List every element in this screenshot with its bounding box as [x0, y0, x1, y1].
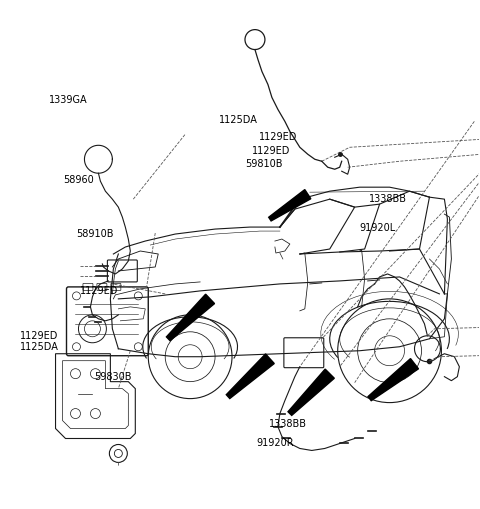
Text: 1125DA: 1125DA: [218, 115, 257, 125]
Polygon shape: [368, 359, 419, 401]
Text: 1125DA: 1125DA: [20, 341, 59, 351]
Text: 1129ED: 1129ED: [259, 132, 298, 142]
Polygon shape: [226, 354, 274, 399]
Text: 58910B: 58910B: [76, 228, 114, 238]
Text: 1129ED: 1129ED: [252, 146, 290, 155]
Text: 1339GA: 1339GA: [48, 95, 87, 105]
Text: 1129ED: 1129ED: [20, 331, 58, 341]
Text: 58960: 58960: [63, 175, 94, 184]
Polygon shape: [288, 370, 335, 415]
Text: 1338BB: 1338BB: [269, 418, 307, 429]
Polygon shape: [269, 190, 311, 221]
Text: 59810B: 59810B: [245, 159, 282, 169]
Text: 1338BB: 1338BB: [369, 193, 407, 204]
Text: 59830B: 59830B: [94, 372, 132, 381]
Text: 1129ED: 1129ED: [80, 285, 118, 295]
Text: 91920L: 91920L: [360, 222, 396, 233]
Text: 91920R: 91920R: [257, 437, 294, 447]
Polygon shape: [167, 295, 215, 341]
